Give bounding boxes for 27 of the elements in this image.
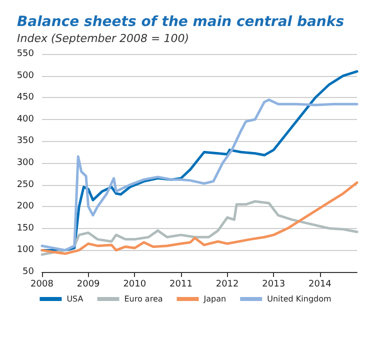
- line-series: [40, 98, 358, 252]
- y-tick-label: 550: [16, 49, 34, 59]
- x-tick-label: 2009: [76, 280, 100, 290]
- y-tick-label: 150: [16, 223, 34, 234]
- legend-label: Japan: [202, 294, 226, 304]
- x-tick-label: 2014: [308, 280, 332, 290]
- y-tick-label: 450: [16, 92, 34, 103]
- y-tick-label: 500: [16, 70, 34, 81]
- x-tick-label: 2013: [262, 280, 286, 290]
- line-series: [40, 200, 358, 256]
- line-series: [40, 181, 358, 255]
- y-tick-label: 100: [16, 245, 34, 256]
- y-tick-label: 250: [16, 180, 34, 190]
- x-tick-label: 2011: [170, 280, 192, 290]
- chart-title: Balance sheets of the main central banks: [17, 14, 344, 30]
- x-tick-label: 2010: [123, 280, 146, 290]
- y-tick-label: 50: [22, 267, 34, 277]
- y-tick-label: 200: [16, 202, 34, 212]
- x-tick-label: 2008: [30, 280, 54, 290]
- y-tick-label: 350: [16, 136, 34, 146]
- y-tick-label: 400: [16, 114, 34, 124]
- legend-label: USA: [66, 294, 84, 304]
- legend-label: United Kingdom: [267, 294, 332, 304]
- legend-label: Euro area: [124, 294, 163, 304]
- y-tick-label: 300: [16, 158, 34, 168]
- x-tick-label: 2012: [216, 280, 239, 290]
- chart-subtitle: Index (September 2008 = 100): [17, 32, 190, 45]
